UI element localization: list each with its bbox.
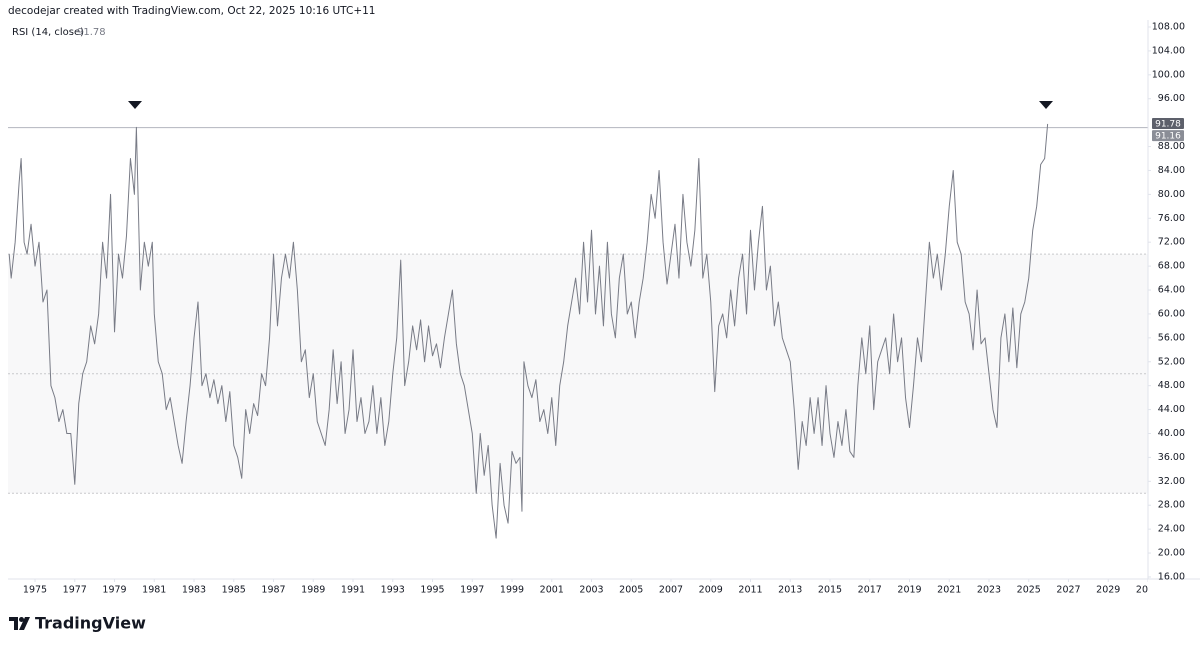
- y-tick-label: 68.00: [1158, 261, 1185, 272]
- y-tick-label: 48.00: [1158, 380, 1185, 391]
- x-tick-label: 1987: [261, 585, 285, 596]
- x-tick-label: 2017: [858, 585, 882, 596]
- x-tick-label: 1991: [341, 585, 365, 596]
- x-tick-label: 1995: [420, 585, 444, 596]
- x-tick-label: 1985: [222, 585, 246, 596]
- y-tick-label: 32.00: [1158, 476, 1185, 487]
- y-tick-label: 36.00: [1158, 452, 1185, 463]
- x-tick-label: 2027: [1056, 585, 1080, 596]
- y-tick-label: 96.00: [1158, 93, 1185, 104]
- indicator-label: RSI (14, close): [12, 27, 84, 38]
- x-tick-label: 2001: [540, 585, 564, 596]
- y-tick-label: 52.00: [1158, 356, 1185, 367]
- marker-triangle: [128, 101, 142, 109]
- x-tick-label: 2013: [778, 585, 802, 596]
- x-tick-label: 2015: [818, 585, 842, 596]
- x-tick-label: 2031: [1136, 585, 1160, 596]
- y-tick-label: 80.00: [1158, 189, 1185, 200]
- y-tick-label: 60.00: [1158, 308, 1185, 319]
- x-tick-label: 2023: [977, 585, 1001, 596]
- x-tick-label: 1979: [102, 585, 126, 596]
- x-tick-label: 2029: [1096, 585, 1120, 596]
- price-line-label: 91.16: [1155, 132, 1181, 142]
- logo-mark: [19, 617, 30, 630]
- y-tick-label: 44.00: [1158, 404, 1185, 415]
- x-tick-label: 2005: [619, 585, 643, 596]
- brand: TradingView: [35, 614, 146, 633]
- price-line-label-box: [1152, 130, 1184, 142]
- x-tick-label: 1989: [301, 585, 325, 596]
- y-tick-label: 108.00: [1152, 21, 1185, 32]
- x-tick-label: 2007: [659, 585, 683, 596]
- x-tick-label: 1993: [381, 585, 405, 596]
- y-tick-label: 20.00: [1158, 548, 1185, 559]
- x-tick-label: 2019: [897, 585, 921, 596]
- y-tick-label: 76.00: [1158, 213, 1185, 224]
- y-tick-label: 24.00: [1158, 524, 1185, 535]
- x-tick-label: 2011: [738, 585, 762, 596]
- y-tick-label: 88.00: [1158, 141, 1185, 152]
- last-value-label: 91.78: [1155, 119, 1181, 129]
- plot-area: [8, 123, 1148, 539]
- marker-triangle: [1039, 101, 1053, 109]
- x-tick-label: 1977: [63, 585, 87, 596]
- x-tick-label: 2009: [699, 585, 723, 596]
- y-tick-label: 72.00: [1158, 237, 1185, 248]
- y-tick-label: 84.00: [1158, 165, 1185, 176]
- y-tick-label: 100.00: [1152, 69, 1185, 80]
- y-tick-label: 64.00: [1158, 285, 1185, 296]
- attribution: decodejar created with TradingView.com, …: [8, 5, 375, 17]
- y-tick-label: 56.00: [1158, 332, 1185, 343]
- x-axis: 1975 1977 1979 1981 1983 1985 1987 1989 1991 1993…: [23, 579, 1160, 596]
- y-tick-label: 28.00: [1158, 500, 1185, 511]
- x-tick-label: 1997: [460, 585, 484, 596]
- x-tick-label: 1981: [142, 585, 166, 596]
- logo: TradingView: [9, 614, 146, 633]
- x-tick-label: 1983: [182, 585, 206, 596]
- y-tick-label: 16.00: [1158, 571, 1185, 582]
- axis-panel: [1148, 0, 1200, 600]
- logo-mark: [19, 617, 24, 622]
- x-tick-label: 2003: [579, 585, 603, 596]
- x-tick-label: 1975: [23, 585, 47, 596]
- x-tick-label: 2025: [1017, 585, 1041, 596]
- y-tick-label: 40.00: [1158, 428, 1185, 439]
- rsi-line: [8, 123, 1049, 539]
- y-tick-label: 104.00: [1152, 45, 1185, 56]
- x-tick-label: 1999: [500, 585, 524, 596]
- logo-mark: [9, 617, 18, 630]
- legend-value: 91.78: [77, 27, 106, 38]
- x-tick-label: 2021: [937, 585, 961, 596]
- last-value-label-box: [1152, 117, 1184, 129]
